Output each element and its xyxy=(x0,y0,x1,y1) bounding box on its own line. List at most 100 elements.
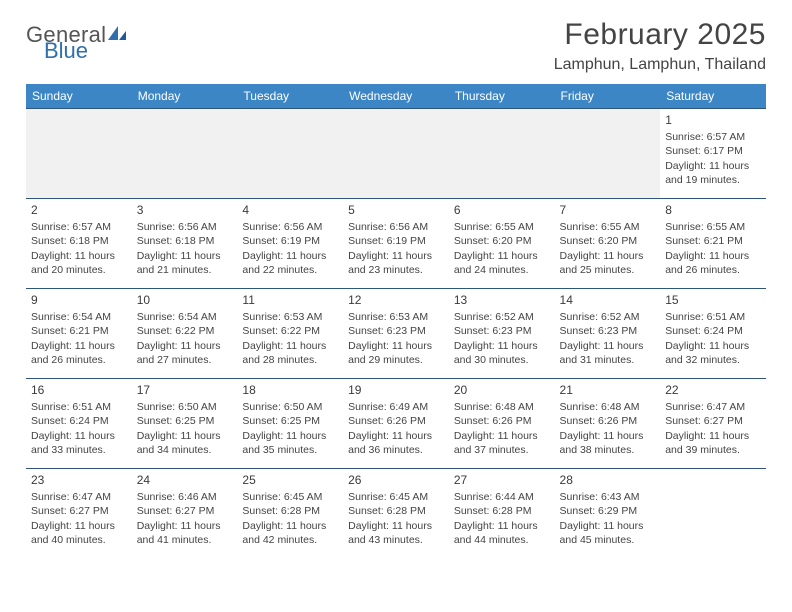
week-row: 2Sunrise: 6:57 AMSunset: 6:18 PMDaylight… xyxy=(26,199,766,289)
day-cell: 17Sunrise: 6:50 AMSunset: 6:25 PMDayligh… xyxy=(132,379,238,469)
sunset-text: Sunset: 6:29 PM xyxy=(560,504,656,518)
date-number: 17 xyxy=(137,382,233,398)
day-cell: 26Sunrise: 6:45 AMSunset: 6:28 PMDayligh… xyxy=(343,469,449,559)
week-row: 9Sunrise: 6:54 AMSunset: 6:21 PMDaylight… xyxy=(26,289,766,379)
sunrise-text: Sunrise: 6:49 AM xyxy=(348,400,444,414)
sunset-text: Sunset: 6:28 PM xyxy=(348,504,444,518)
day-cell: 5Sunrise: 6:56 AMSunset: 6:19 PMDaylight… xyxy=(343,199,449,289)
daylight-text: Daylight: 11 hours and 21 minutes. xyxy=(137,249,233,277)
title-block: February 2025 Lamphun, Lamphun, Thailand xyxy=(554,18,766,74)
sunrise-text: Sunrise: 6:50 AM xyxy=(137,400,233,414)
date-number: 27 xyxy=(454,472,550,488)
sunset-text: Sunset: 6:22 PM xyxy=(242,324,338,338)
sunrise-text: Sunrise: 6:57 AM xyxy=(665,130,761,144)
sunset-text: Sunset: 6:20 PM xyxy=(454,234,550,248)
day-cell: 2Sunrise: 6:57 AMSunset: 6:18 PMDaylight… xyxy=(26,199,132,289)
daylight-text: Daylight: 11 hours and 44 minutes. xyxy=(454,519,550,547)
sunset-text: Sunset: 6:19 PM xyxy=(348,234,444,248)
day-cell: 7Sunrise: 6:55 AMSunset: 6:20 PMDaylight… xyxy=(555,199,661,289)
calendar-table: SundayMondayTuesdayWednesdayThursdayFrid… xyxy=(26,84,766,559)
date-number: 8 xyxy=(665,202,761,218)
daylight-text: Daylight: 11 hours and 32 minutes. xyxy=(665,339,761,367)
daylight-text: Daylight: 11 hours and 45 minutes. xyxy=(560,519,656,547)
day-header: Thursday xyxy=(449,84,555,109)
date-number: 4 xyxy=(242,202,338,218)
sunrise-text: Sunrise: 6:56 AM xyxy=(137,220,233,234)
daylight-text: Daylight: 11 hours and 19 minutes. xyxy=(665,159,761,187)
sunrise-text: Sunrise: 6:47 AM xyxy=(665,400,761,414)
date-number: 22 xyxy=(665,382,761,398)
day-header: Sunday xyxy=(26,84,132,109)
date-number: 21 xyxy=(560,382,656,398)
sunrise-text: Sunrise: 6:45 AM xyxy=(242,490,338,504)
day-cell: 3Sunrise: 6:56 AMSunset: 6:18 PMDaylight… xyxy=(132,199,238,289)
daylight-text: Daylight: 11 hours and 29 minutes. xyxy=(348,339,444,367)
header: General Blue February 2025 Lamphun, Lamp… xyxy=(26,18,766,74)
sunset-text: Sunset: 6:17 PM xyxy=(665,144,761,158)
location-text: Lamphun, Lamphun, Thailand xyxy=(554,56,766,74)
date-number: 11 xyxy=(242,292,338,308)
date-number: 7 xyxy=(560,202,656,218)
sunset-text: Sunset: 6:28 PM xyxy=(454,504,550,518)
day-cell: 25Sunrise: 6:45 AMSunset: 6:28 PMDayligh… xyxy=(237,469,343,559)
sunrise-text: Sunrise: 6:45 AM xyxy=(348,490,444,504)
daylight-text: Daylight: 11 hours and 26 minutes. xyxy=(31,339,127,367)
day-cell xyxy=(449,109,555,199)
day-cell xyxy=(237,109,343,199)
day-cell: 6Sunrise: 6:55 AMSunset: 6:20 PMDaylight… xyxy=(449,199,555,289)
daylight-text: Daylight: 11 hours and 31 minutes. xyxy=(560,339,656,367)
daylight-text: Daylight: 11 hours and 20 minutes. xyxy=(31,249,127,277)
date-number: 5 xyxy=(348,202,444,218)
sunset-text: Sunset: 6:24 PM xyxy=(665,324,761,338)
daylight-text: Daylight: 11 hours and 41 minutes. xyxy=(137,519,233,547)
sunrise-text: Sunrise: 6:48 AM xyxy=(454,400,550,414)
sunset-text: Sunset: 6:26 PM xyxy=(560,414,656,428)
date-number: 24 xyxy=(137,472,233,488)
sunset-text: Sunset: 6:18 PM xyxy=(31,234,127,248)
day-cell xyxy=(132,109,238,199)
day-cell: 15Sunrise: 6:51 AMSunset: 6:24 PMDayligh… xyxy=(660,289,766,379)
sunset-text: Sunset: 6:19 PM xyxy=(242,234,338,248)
date-number: 14 xyxy=(560,292,656,308)
day-cell xyxy=(343,109,449,199)
daylight-text: Daylight: 11 hours and 40 minutes. xyxy=(31,519,127,547)
week-row: 16Sunrise: 6:51 AMSunset: 6:24 PMDayligh… xyxy=(26,379,766,469)
sunrise-text: Sunrise: 6:56 AM xyxy=(242,220,338,234)
date-number: 12 xyxy=(348,292,444,308)
sunrise-text: Sunrise: 6:52 AM xyxy=(454,310,550,324)
sunset-text: Sunset: 6:21 PM xyxy=(31,324,127,338)
day-cell: 24Sunrise: 6:46 AMSunset: 6:27 PMDayligh… xyxy=(132,469,238,559)
sunrise-text: Sunrise: 6:53 AM xyxy=(348,310,444,324)
brand-text: General Blue xyxy=(26,24,128,61)
sunset-text: Sunset: 6:23 PM xyxy=(348,324,444,338)
sunset-text: Sunset: 6:26 PM xyxy=(348,414,444,428)
calendar-page: General Blue February 2025 Lamphun, Lamp… xyxy=(0,0,792,559)
brand-logo: General Blue xyxy=(26,18,128,61)
date-number: 15 xyxy=(665,292,761,308)
daylight-text: Daylight: 11 hours and 30 minutes. xyxy=(454,339,550,367)
sunrise-text: Sunrise: 6:48 AM xyxy=(560,400,656,414)
date-number: 2 xyxy=(31,202,127,218)
day-cell: 20Sunrise: 6:48 AMSunset: 6:26 PMDayligh… xyxy=(449,379,555,469)
day-cell xyxy=(555,109,661,199)
sunrise-text: Sunrise: 6:43 AM xyxy=(560,490,656,504)
sunset-text: Sunset: 6:20 PM xyxy=(560,234,656,248)
day-cell: 28 Sunrise: 6:43 AMSunset: 6:29 PMDayligh… xyxy=(555,469,661,559)
daylight-text: Daylight: 11 hours and 38 minutes. xyxy=(560,429,656,457)
sunrise-text: Sunrise: 6:54 AM xyxy=(137,310,233,324)
date-number: 20 xyxy=(454,382,550,398)
week-row: 23Sunrise: 6:47 AMSunset: 6:27 PMDayligh… xyxy=(26,469,766,559)
day-cell: 4Sunrise: 6:56 AMSunset: 6:19 PMDaylight… xyxy=(237,199,343,289)
day-header: Friday xyxy=(555,84,661,109)
daylight-text: Daylight: 11 hours and 42 minutes. xyxy=(242,519,338,547)
day-cell: 16Sunrise: 6:51 AMSunset: 6:24 PMDayligh… xyxy=(26,379,132,469)
sunset-text: Sunset: 6:27 PM xyxy=(665,414,761,428)
date-number: 28 xyxy=(560,472,656,488)
daylight-text: Daylight: 11 hours and 23 minutes. xyxy=(348,249,444,277)
sunrise-text: Sunrise: 6:55 AM xyxy=(454,220,550,234)
daylight-text: Daylight: 11 hours and 39 minutes. xyxy=(665,429,761,457)
sunset-text: Sunset: 6:28 PM xyxy=(242,504,338,518)
date-number: 3 xyxy=(137,202,233,218)
date-number: 23 xyxy=(31,472,127,488)
sunrise-text: Sunrise: 6:54 AM xyxy=(31,310,127,324)
